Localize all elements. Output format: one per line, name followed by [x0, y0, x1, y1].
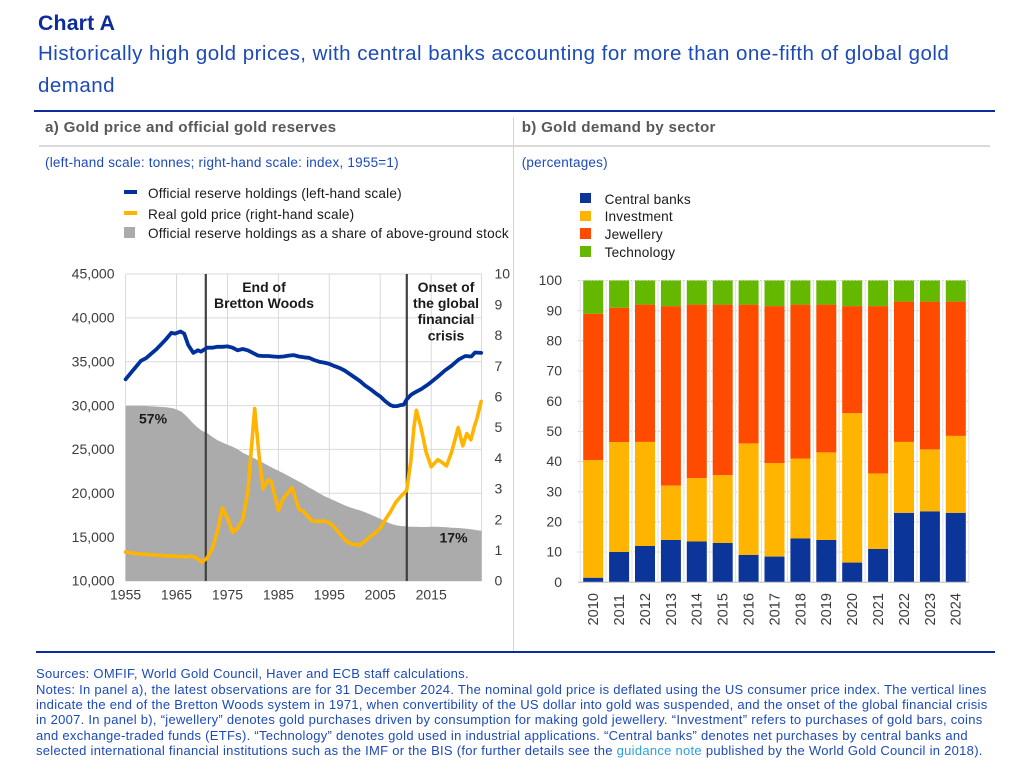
svg-text:4: 4 — [495, 450, 503, 466]
svg-text:the global: the global — [413, 295, 479, 311]
svg-text:10: 10 — [495, 266, 511, 282]
svg-text:2022: 2022 — [897, 593, 913, 625]
svg-text:2012: 2012 — [638, 593, 654, 625]
svg-text:40: 40 — [546, 453, 562, 469]
svg-text:2021: 2021 — [871, 593, 887, 625]
svg-text:Onset of: Onset of — [418, 279, 475, 295]
svg-text:100: 100 — [539, 272, 563, 288]
svg-text:0: 0 — [495, 573, 503, 589]
svg-text:Bretton Woods: Bretton Woods — [214, 295, 314, 311]
svg-text:2014: 2014 — [690, 593, 706, 625]
svg-text:57%: 57% — [139, 411, 168, 427]
svg-text:1955: 1955 — [110, 587, 141, 603]
svg-text:9: 9 — [495, 296, 503, 312]
svg-text:financial: financial — [418, 311, 475, 327]
svg-text:8: 8 — [495, 327, 503, 343]
svg-text:15,000: 15,000 — [72, 529, 115, 545]
svg-text:60: 60 — [546, 393, 562, 409]
svg-text:2010: 2010 — [586, 593, 602, 625]
svg-text:20: 20 — [546, 514, 562, 530]
svg-text:1985: 1985 — [263, 587, 294, 603]
svg-text:1965: 1965 — [161, 587, 192, 603]
svg-text:2005: 2005 — [365, 587, 396, 603]
svg-text:2016: 2016 — [742, 593, 758, 625]
svg-text:2: 2 — [495, 511, 503, 527]
svg-text:17%: 17% — [440, 530, 469, 546]
svg-text:45,000: 45,000 — [72, 266, 115, 282]
svg-text:2017: 2017 — [767, 593, 783, 625]
svg-text:30,000: 30,000 — [72, 397, 115, 413]
svg-text:5: 5 — [495, 419, 503, 435]
svg-text:25,000: 25,000 — [72, 441, 115, 457]
svg-text:crisis: crisis — [428, 327, 465, 343]
svg-text:30: 30 — [546, 483, 562, 499]
svg-text:10: 10 — [546, 544, 562, 560]
svg-text:2023: 2023 — [923, 593, 939, 625]
svg-text:90: 90 — [546, 302, 562, 318]
svg-text:50: 50 — [546, 423, 562, 439]
svg-text:0: 0 — [554, 574, 562, 590]
svg-text:80: 80 — [546, 333, 562, 349]
svg-text:2015: 2015 — [716, 593, 732, 625]
svg-text:2020: 2020 — [845, 593, 861, 625]
svg-text:6: 6 — [495, 389, 503, 405]
svg-text:2019: 2019 — [819, 593, 835, 625]
svg-text:2018: 2018 — [793, 593, 809, 625]
svg-text:7: 7 — [495, 358, 503, 374]
svg-text:1975: 1975 — [212, 587, 243, 603]
svg-text:35,000: 35,000 — [72, 353, 115, 369]
svg-text:3: 3 — [495, 481, 503, 497]
svg-text:2011: 2011 — [612, 594, 628, 625]
svg-text:40,000: 40,000 — [72, 310, 115, 326]
svg-text:1995: 1995 — [314, 587, 345, 603]
svg-text:2015: 2015 — [416, 587, 447, 603]
svg-text:1: 1 — [495, 542, 503, 558]
svg-text:End of: End of — [242, 279, 286, 295]
svg-text:10,000: 10,000 — [72, 573, 115, 589]
svg-text:70: 70 — [546, 363, 562, 379]
svg-text:20,000: 20,000 — [72, 485, 115, 501]
svg-text:2013: 2013 — [664, 593, 680, 625]
svg-text:2024: 2024 — [949, 593, 965, 625]
